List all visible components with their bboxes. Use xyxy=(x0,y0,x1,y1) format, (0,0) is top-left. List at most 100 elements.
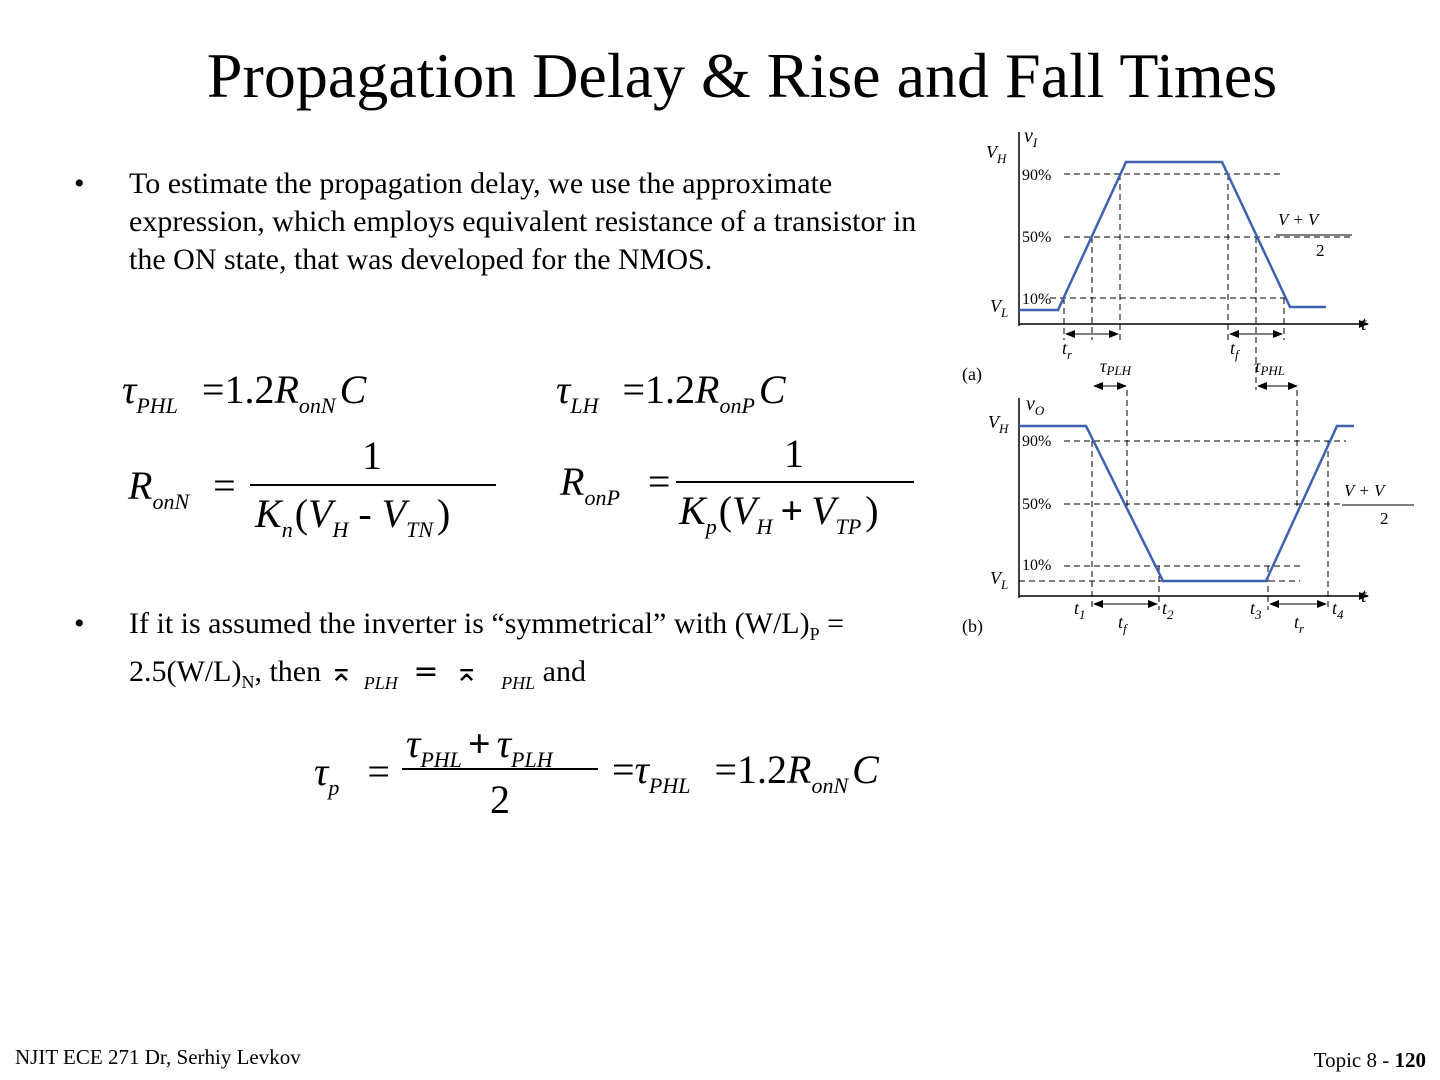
a-vh-label: VH xyxy=(986,142,1007,166)
r-symbol: R xyxy=(560,459,585,504)
v-symbol: V xyxy=(811,488,836,533)
sub-p: p xyxy=(705,514,717,539)
bullet2-eq: = xyxy=(403,654,448,689)
bullet2-text-a: If it is assumed the inverter is “symmet… xyxy=(129,607,810,640)
eq-ronp-lhs: RonP = xyxy=(560,458,671,510)
v-symbol: V xyxy=(308,491,333,536)
sub-plh: PLH xyxy=(511,747,553,772)
bullet2-sub-phl: PHL xyxy=(501,673,536,693)
sub-phl: PHL xyxy=(420,747,462,772)
a-tr-label: tr xyxy=(1062,338,1073,362)
equals-sign: = xyxy=(367,749,390,794)
b-tr-label: tr xyxy=(1294,612,1305,636)
equals-sign: = xyxy=(612,747,635,792)
b-pct50: 50% xyxy=(1022,496,1051,513)
bullet2-sub-plh: PLH xyxy=(363,673,398,693)
sub-lh: LH xyxy=(570,393,599,418)
rparen: ) xyxy=(865,488,879,533)
eq-taup-den: 2 xyxy=(490,777,510,822)
eq-taup-lhs: τp = xyxy=(314,748,390,800)
a-tplh-label: τPLH xyxy=(1100,356,1132,378)
sub-n: n xyxy=(281,517,293,542)
tau-symbol: τ xyxy=(122,367,137,412)
tau-glyph: ⌅ xyxy=(328,654,354,689)
tau-symbol: τ xyxy=(496,721,512,766)
diagram-b: vO t VH VL 90% 50% 10% V + V 2 t1 t2 t3 … xyxy=(962,390,1414,637)
rparen: ) xyxy=(437,491,451,536)
r-symbol: R xyxy=(695,367,720,412)
b-pct10: 10% xyxy=(1022,557,1051,574)
bullet2-text-c: , then xyxy=(254,655,329,688)
equals-sign: = xyxy=(622,367,646,412)
sub-onn: onN xyxy=(298,393,336,418)
v-symbol: V xyxy=(732,488,757,533)
eq-ronp-fraction-bar xyxy=(676,481,914,483)
sub-phl: PHL xyxy=(648,773,691,798)
a-vl-label: VL xyxy=(990,296,1008,320)
k-symbol: K xyxy=(255,491,282,536)
tau-symbol: τ xyxy=(314,749,329,794)
footer-page-number: Topic 8 - 120 xyxy=(1314,1048,1426,1073)
lparen: ( xyxy=(718,488,733,533)
a-label: (a) xyxy=(962,364,982,385)
coef: 1.2 xyxy=(224,367,275,412)
a-frac-num: V + V xyxy=(1278,210,1321,229)
b-vl-label: VL xyxy=(990,568,1008,592)
c-symbol: C xyxy=(758,367,786,412)
sub-p: p xyxy=(328,775,340,800)
minus-sign: - xyxy=(358,491,372,536)
eq-taup-fraction-bar xyxy=(402,768,598,770)
a-axis-x: t xyxy=(1361,313,1367,335)
a-pct90: 90% xyxy=(1022,167,1051,184)
equals-sign: = xyxy=(201,367,225,412)
bullet-text-2: If it is assumed the inverter is “symmet… xyxy=(129,605,929,701)
eq-taup-num: τPHL + τPLH xyxy=(406,720,553,772)
c-symbol: C xyxy=(339,367,367,412)
b-output-waveform xyxy=(1019,424,1354,583)
diagram-a: vI t VH VL 90% 50% 10% V + V 2 tr tf τPL… xyxy=(962,125,1369,390)
sub-h: H xyxy=(756,514,773,539)
sub-h: H xyxy=(332,517,349,542)
timing-diagram: vI t VH VL 90% 50% 10% V + V 2 tr tf τPL… xyxy=(962,125,1414,637)
b-t2-label: t2 xyxy=(1162,598,1174,622)
sub-onn: onN xyxy=(811,773,849,798)
bullet2-sub-n: N xyxy=(241,672,255,692)
tau-symbol: τ xyxy=(634,747,649,792)
equals-sign: = xyxy=(647,459,671,504)
a-tphl-label: τPHL xyxy=(1254,356,1285,378)
coef: 1.2 xyxy=(737,747,788,792)
equals-sign: = xyxy=(213,463,236,508)
b-tf-label: tf xyxy=(1118,612,1129,636)
equals-sign: = xyxy=(714,747,738,792)
b-t4-label: t4 xyxy=(1332,598,1344,622)
k-symbol: K xyxy=(679,488,706,533)
bullet2-sub-p: P xyxy=(809,624,820,644)
plus-sign: + xyxy=(780,488,804,533)
slide-title: Propagation Delay & Rise and Fall Times xyxy=(206,40,1278,111)
tau-glyph: ⌅ xyxy=(454,654,480,689)
eq-ronn-lhs: RonN = xyxy=(128,462,236,514)
sub-phl: PHL xyxy=(136,393,178,418)
eq-ronp-num: 1 xyxy=(784,431,804,476)
footer-topic: Topic 8 - xyxy=(1313,1048,1395,1072)
sub-onn: onN xyxy=(152,489,190,514)
coef: 1.2 xyxy=(645,367,696,412)
sub-tn: TN xyxy=(406,517,434,542)
eq-taup-rhs: =τPHL =1.2RonN C xyxy=(612,746,879,798)
r-symbol: R xyxy=(274,367,299,412)
b-t1-label: t1 xyxy=(1074,598,1086,622)
a-axis-y: vI xyxy=(1024,125,1038,150)
footer-page: 120 xyxy=(1394,1048,1427,1072)
c-symbol: C xyxy=(852,747,879,792)
a-tf-label: tf xyxy=(1230,338,1241,362)
eq-tau-lh: τLH =1.2RonP C xyxy=(556,366,786,418)
b-frac-num: V + V xyxy=(1344,481,1387,500)
b-vh-label: VH xyxy=(988,412,1009,436)
sub-onp: onP xyxy=(584,485,620,510)
tau-symbol: τ xyxy=(406,721,421,766)
tau-symbol: τ xyxy=(556,367,571,412)
bullet2-text-b: = 2.5(W/L) xyxy=(129,607,845,688)
b-frac-den: 2 xyxy=(1380,509,1389,528)
a-pct10: 10% xyxy=(1022,291,1051,308)
bullet-marker-2: • xyxy=(74,607,85,640)
